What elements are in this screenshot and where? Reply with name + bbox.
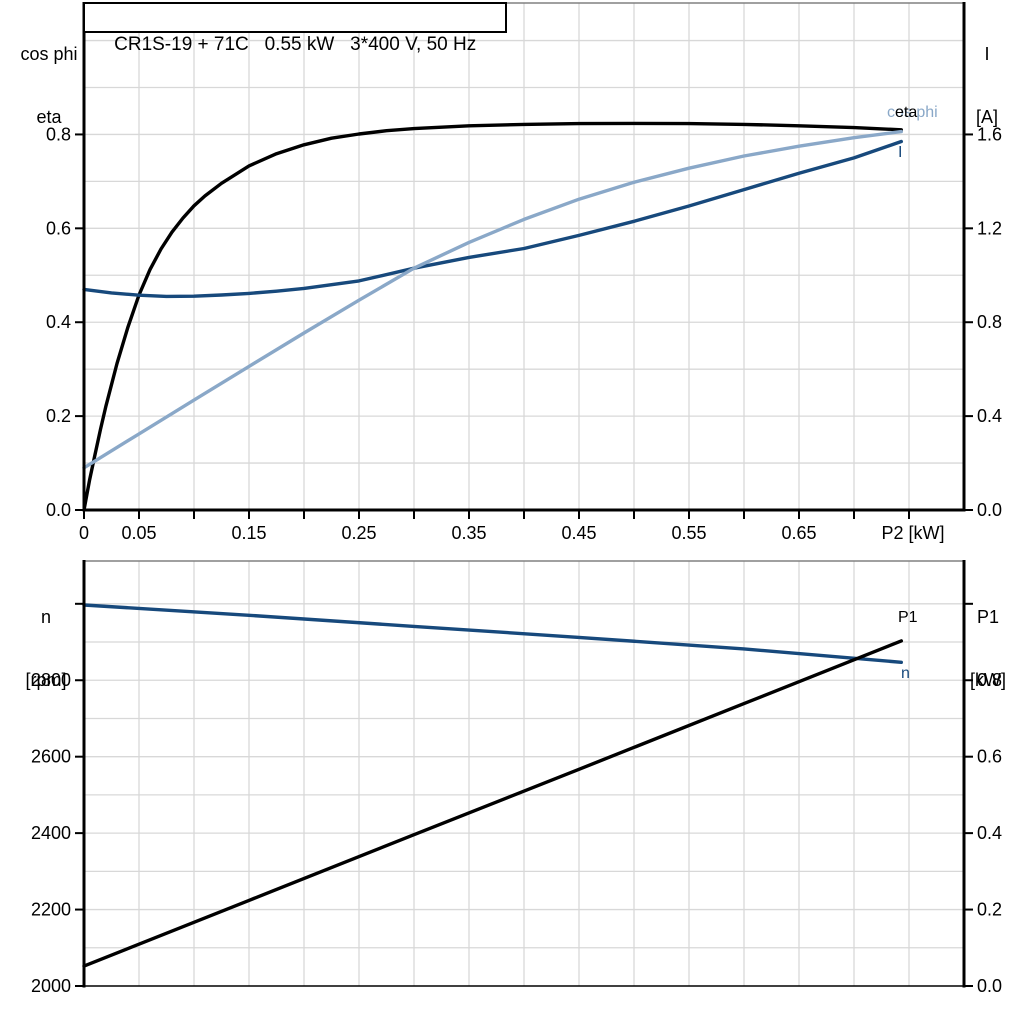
p1-curve-label: P1: [898, 609, 918, 626]
top-chart-x-tick-label: 0.25: [341, 523, 376, 543]
cos-phi-curve-label: cos phi: [887, 104, 938, 121]
bottom-chart-right-tick-label: 0.0: [977, 976, 1002, 996]
top-chart-right-axis-header: I [A]: [950, 2, 1024, 170]
top-chart-right-tick-label: 1.2: [977, 218, 1002, 238]
bottom-chart-ticks: [75, 602, 973, 987]
bottom-chart-right-tick-label: 0.6: [977, 747, 1002, 767]
top-chart-x-tick-label: 0.65: [781, 523, 816, 543]
bottom-chart-left-tick-label: 2600: [31, 747, 71, 767]
top-chart-right-tick-label: 0.8: [977, 312, 1002, 332]
top-chart-x-tick-label: 0.55: [671, 523, 706, 543]
top-chart-x-tick-label: 0.05: [121, 523, 156, 543]
bottom-chart-n-curve: [82, 603, 903, 664]
chart-title: CR1S-19 + 71C 0.55 kW 3*400 V, 50 Hz: [114, 34, 477, 55]
top-chart-x-tick-label: 0.15: [231, 523, 266, 543]
top-chart-x-tick-label: 0: [79, 523, 89, 543]
p1-axis-header-line1: P1: [976, 607, 1000, 627]
speed-axis-header-line1: n: [40, 607, 51, 627]
bottom-chart-left-axis-header: n [rpm]: [8, 565, 84, 733]
top-chart-left-tick-label: 0.8: [46, 124, 71, 144]
bottom-chart-right-axis-header: P1 [kW]: [950, 565, 1024, 733]
bottom-chart-gridlines: [84, 561, 964, 986]
bottom-chart-left-tick-label: 2200: [31, 900, 71, 920]
top-chart-x-tick-label: 0.35: [451, 523, 486, 543]
top-chart-gridlines: [84, 3, 964, 510]
x-axis-title: P2 [kW]: [881, 523, 944, 543]
top-chart-left-tick-label: 0.0: [46, 500, 71, 520]
top-chart-right-tick-label: 0.0: [977, 500, 1002, 520]
bottom-chart-right-tick-label: 0.4: [977, 823, 1002, 843]
top-chart-ticks: [75, 133, 973, 519]
bottom-chart-axes: [82, 560, 966, 988]
bottom-chart-P1-curve: [82, 639, 903, 968]
top-chart-left-tick-label: 0.6: [46, 218, 71, 238]
current-curve-label: I: [898, 144, 903, 161]
right-axis-header-line1: I: [984, 44, 990, 64]
top-chart-eta-curve: [82, 121, 903, 512]
chart-title-box: CR1S-19 + 71C 0.55 kW 3*400 V, 50 Hz: [83, 2, 507, 55]
top-chart: 0.0 0.2 0.4 0.6 0.8 0.0 0.4 0.8 1.2 1.6 0 0.05 0.15 0…: [46, 2, 1002, 543]
speed-axis-header-line2: [rpm]: [25, 670, 67, 690]
left-axis-header-line1: cos phi: [20, 44, 78, 64]
left-axis-header-line2: eta: [36, 107, 62, 127]
top-chart-tick-labels: 0.0 0.2 0.4 0.6 0.8 0.0 0.4 0.8 1.2 1.6 0 0.05 0.15 0…: [46, 124, 1002, 543]
bottom-chart-tick-labels: 2000 2200 2400 2600 2800 0.0 0.2 0.4 0.6 0.8: [31, 670, 1002, 996]
top-chart-cos-phi-curve: [82, 129, 903, 470]
bottom-chart: 2000 2200 2400 2600 2800 0.0 0.2 0.4 0.6 0.8: [31, 560, 1002, 996]
bottom-chart-left-tick-label: 2400: [31, 823, 71, 843]
top-chart-right-tick-label: 1.6: [977, 124, 1002, 144]
top-chart-right-tick-label: 0.4: [977, 406, 1002, 426]
speed-curve-label: n: [901, 665, 910, 682]
bottom-chart-right-tick-label: 0.8: [977, 670, 1002, 690]
bottom-chart-left-tick-label: 2800: [31, 670, 71, 690]
top-chart-I-curve: [82, 139, 903, 299]
top-chart-left-tick-label: 0.2: [46, 406, 71, 426]
eta-curve-label: eta: [895, 104, 918, 121]
top-chart-x-tick-label: 0.45: [561, 523, 596, 543]
bottom-chart-right-tick-label: 0.2: [977, 900, 1002, 920]
right-axis-header-line2: [A]: [975, 107, 998, 127]
top-chart-left-axis-header: cos phi eta: [12, 2, 86, 170]
top-chart-left-tick-label: 0.4: [46, 312, 71, 332]
bottom-chart-left-tick-label: 2000: [31, 976, 71, 996]
p1-axis-header-line2: [kW]: [970, 670, 1006, 690]
